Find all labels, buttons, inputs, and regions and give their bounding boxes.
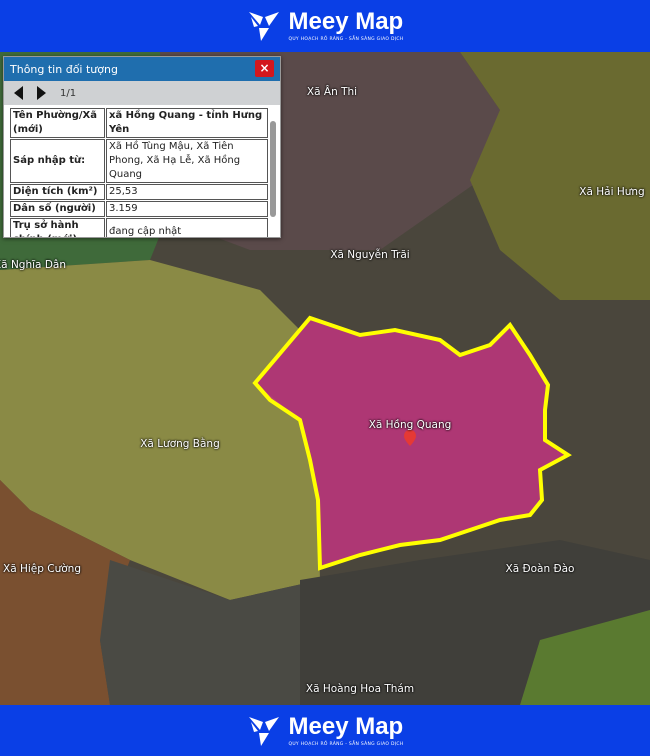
region-hai-hung [460,52,650,300]
table-row: Sáp nhập từ: Xã Hồ Tùng Mậu, Xã Tiên Phon… [10,139,268,183]
scrollbar-thumb[interactable] [270,121,276,217]
meey-map-logo[interactable]: Meey Map QUY HOẠCH RÕ RÀNG - SẴN SÀNG GIA… [247,9,404,43]
logo-icon [248,12,279,41]
map-label: Xã Lương Bằng [140,438,220,450]
brand-name: Meey Map [288,8,404,35]
row-value: đang cập nhật [106,218,268,237]
panel-title: Thông tin đối tượng [10,62,118,76]
brand-tagline: QUY HOẠCH RÕ RÀNG - SẴN SÀNG GIAO DỊCH [288,741,404,747]
region-se-green [520,610,650,705]
header-bar: Meey Map QUY HOẠCH RÕ RÀNG - SẴN SÀNG GIA… [0,0,650,52]
brand-name: Meey Map [288,712,404,740]
map-label: Xã Hải Hưng [579,186,645,198]
map-label: Xã Hoàng Hoa Thám [305,683,415,695]
brand-tagline: QUY HOẠCH RÕ RÀNG - SẴN SÀNG GIAO DỊCH [288,37,404,42]
row-key: Tên Phường/Xã (mới) [10,108,105,138]
map-label: Xã Hiệp Cường [3,563,81,575]
map-label: Xã Nghĩa Dân [0,259,67,271]
map-label: Xã Đoàn Đào [505,563,575,575]
row-key: Sáp nhập từ: [10,139,105,183]
location-pin-icon [404,430,416,446]
region-hiep-cuong [0,480,130,705]
scrollbar[interactable] [269,109,277,233]
panel-header: Thông tin đối tượng × [4,57,280,81]
map-label: Xã Hồng Quang [368,419,452,431]
row-key: Diện tích (km²) [10,184,105,200]
next-arrow-icon[interactable] [37,86,46,100]
meey-map-logo-footer[interactable]: Meey Map QUY HOẠCH RÕ RÀNG - SẴN SÀNG GIA… [247,714,404,748]
page-indicator: 1/1 [60,87,77,99]
row-key: Trụ sở hành chính (mới) [10,218,105,237]
region-south-west [100,560,320,705]
row-value: Xã Hồ Tùng Mậu, Xã Tiên Phong, Xã Hạ Lễ,… [106,139,268,183]
table-row: Trụ sở hành chính (mới)đang cập nhật [10,218,268,237]
map-label: Xã Ân Thi [306,86,358,98]
table-row: Diện tích (km²) 25,53 [10,184,268,200]
logo-icon [248,716,279,746]
prev-arrow-icon[interactable] [14,86,23,100]
panel-pager: 1/1 [4,81,280,105]
row-value: xã Hồng Quang - tỉnh Hưng Yên [106,108,268,138]
info-table: Tên Phường/Xã (mới) xã Hồng Quang - tỉnh … [9,107,269,237]
region-luong-bang [0,260,320,600]
footer-bar: Meey Map QUY HOẠCH RÕ RÀNG - SẴN SÀNG GIA… [0,705,650,756]
table-row: Tên Phường/Xã (mới) xã Hồng Quang - tỉnh … [10,108,268,138]
table-row: Dân số (người) 3.159 [10,201,268,217]
row-value: 25,53 [106,184,268,200]
close-button[interactable]: × [255,60,274,77]
row-value: 3.159 [106,201,268,217]
panel-body[interactable]: Tên Phường/Xã (mới) xã Hồng Quang - tỉnh … [4,105,280,237]
info-panel: Thông tin đối tượng × 1/1 Tên Phường/Xã (… [3,56,281,238]
map-label: Xã Nguyễn Trãi [330,249,410,261]
row-key: Dân số (người) [10,201,105,217]
